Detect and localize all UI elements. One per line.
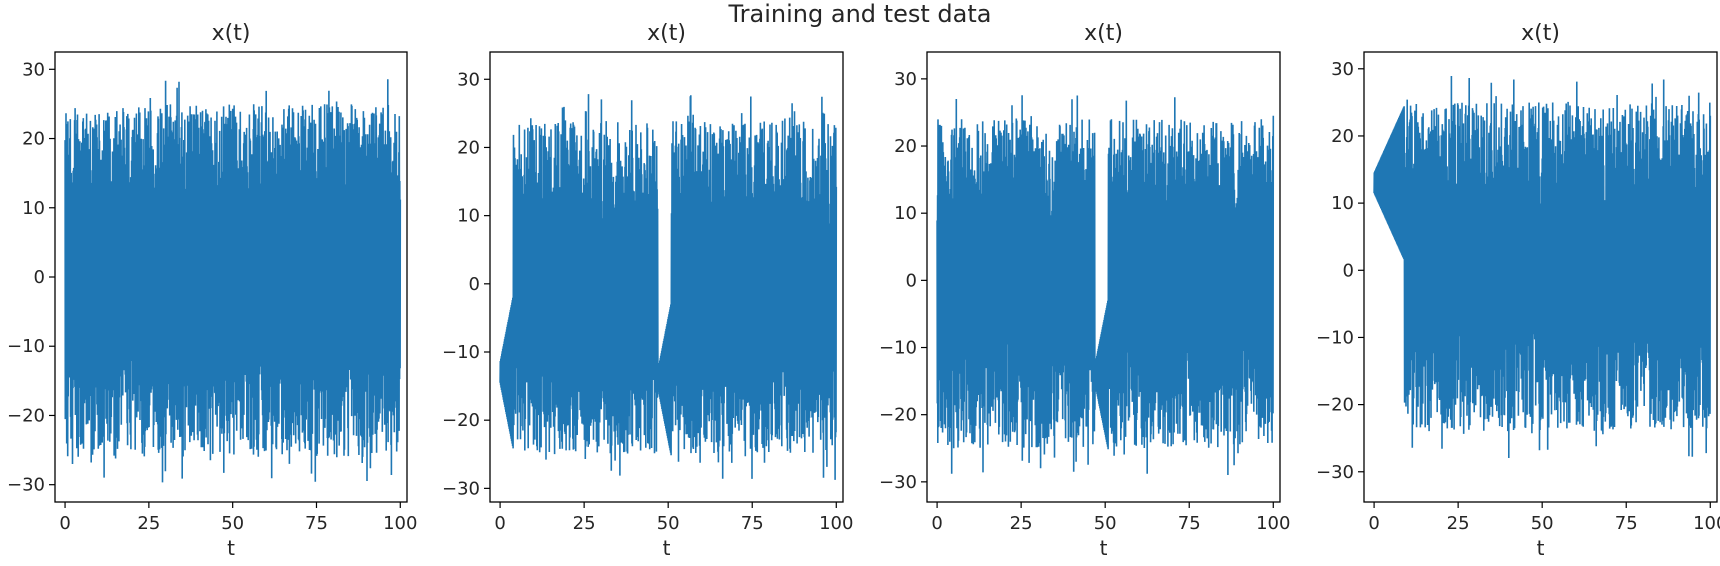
subplot-4: −30 −20 −10 0 10 20 30 0 25 50 75 100 x(t) t [1316, 21, 1720, 560]
y-tick-label: 30 [457, 69, 480, 90]
y-tick-label: −30 [7, 475, 45, 496]
x-axis-label: t [663, 536, 671, 560]
y-tick-label: 30 [1331, 59, 1354, 80]
y-tick-label: 20 [1331, 126, 1354, 147]
y-tick-label: 20 [22, 129, 45, 150]
x-tick-label: 0 [931, 513, 942, 534]
y-tick-label: 0 [34, 267, 45, 288]
subplot-2: −30 −20 −10 0 10 20 30 0 25 50 75 100 x(t) t [442, 21, 853, 560]
y-tick-label: 10 [22, 198, 45, 219]
series-line-x [64, 79, 402, 483]
y-tick-label: 0 [1343, 260, 1354, 281]
x-tick-label: 75 [1178, 513, 1201, 534]
x-tick-label: 100 [383, 513, 417, 534]
series-line-x [936, 95, 1275, 476]
y-tick-label: −20 [1316, 395, 1354, 416]
y-tick-label: 10 [894, 203, 917, 224]
y-tick-label: −30 [442, 478, 480, 499]
y-tick-label: 30 [22, 59, 45, 80]
x-tick-label: 50 [657, 513, 680, 534]
y-tick-label: 20 [894, 136, 917, 157]
subplot-title: x(t) [1084, 21, 1123, 46]
y-tick-label: 10 [457, 206, 480, 227]
y-tick-label: −20 [7, 405, 45, 426]
figure-title: Training and test data [728, 0, 992, 28]
axes-frame [926, 51, 1281, 503]
x-tick-label: 0 [59, 513, 70, 534]
subplot-title: x(t) [1521, 21, 1560, 46]
y-tick-label: 0 [906, 270, 917, 291]
series-line-x [1373, 75, 1712, 459]
subplot-title: x(t) [212, 21, 251, 46]
y-tick-label: −30 [879, 472, 917, 493]
y-tick-label: −30 [1316, 462, 1354, 483]
x-tick-label: 0 [1368, 513, 1379, 534]
x-tick-label: 50 [221, 513, 244, 534]
x-tick-label: 100 [1693, 513, 1720, 534]
x-tick-label: 50 [1531, 513, 1554, 534]
x-tick-label: 25 [1010, 513, 1033, 534]
subplot-1: −30 −20 −10 0 10 20 30 0 25 50 75 100 x(t) t [7, 21, 417, 560]
subplot-title: x(t) [647, 21, 686, 46]
x-tick-label: 75 [741, 513, 764, 534]
x-tick-label: 75 [1615, 513, 1638, 534]
subplot-3: −30 −20 −10 0 10 20 30 0 25 50 75 100 x(t) t [879, 21, 1290, 560]
y-tick-label: 0 [469, 274, 480, 295]
x-tick-label: 75 [305, 513, 328, 534]
x-tick-label: 50 [1094, 513, 1117, 534]
series-line-x [499, 94, 838, 480]
x-axis-label: t [1100, 536, 1108, 560]
y-tick-label: −10 [879, 338, 917, 359]
y-tick-label: −10 [7, 336, 45, 357]
y-tick-label: 10 [1331, 193, 1354, 214]
x-tick-label: 25 [137, 513, 160, 534]
x-tick-label: 100 [1256, 513, 1290, 534]
axes-frame [1363, 51, 1718, 503]
y-tick-label: −10 [1316, 327, 1354, 348]
x-axis-label: t [1537, 536, 1545, 560]
x-tick-label: 0 [494, 513, 505, 534]
y-tick-label: −20 [442, 410, 480, 431]
x-axis-label: t [227, 536, 235, 560]
y-tick-label: 30 [894, 69, 917, 90]
y-tick-label: −10 [442, 342, 480, 363]
axes-frame [489, 51, 844, 503]
x-tick-label: 100 [819, 513, 853, 534]
y-tick-label: −20 [879, 405, 917, 426]
y-tick-label: 20 [457, 137, 480, 158]
x-tick-label: 25 [573, 513, 596, 534]
x-tick-label: 25 [1447, 513, 1470, 534]
